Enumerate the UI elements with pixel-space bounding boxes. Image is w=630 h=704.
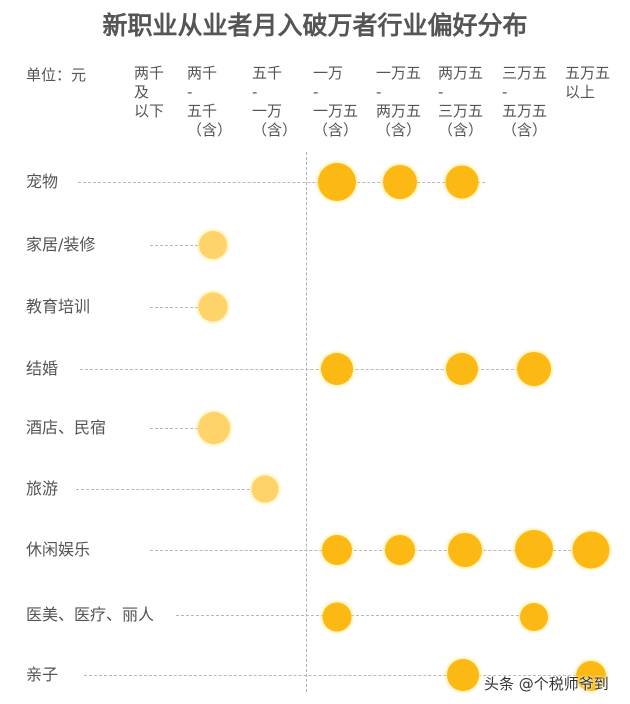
row-guide-line — [80, 369, 534, 370]
data-bubble — [448, 533, 482, 567]
row-guide-line — [150, 550, 591, 551]
data-bubble — [446, 353, 478, 385]
row-guide-line — [150, 428, 213, 429]
row-label: 旅游 — [26, 479, 59, 498]
row-label: 酒店、民宿 — [26, 418, 107, 437]
row-guide-line — [84, 675, 591, 676]
row-label: 结婚 — [26, 359, 59, 378]
column-header: 三万五 - 五万五 （含） — [502, 64, 548, 139]
unit-label: 单位：元 — [26, 66, 87, 84]
ten-thousand-divider-line — [306, 152, 307, 692]
column-header: 五千 - 一万 （含） — [252, 64, 298, 139]
data-bubble — [385, 535, 415, 565]
chart-title: 新职业从业者月入破万者行业偏好分布 — [102, 11, 528, 40]
row-guide-line — [150, 245, 213, 246]
column-header: 一万五 - 两万五 （含） — [376, 64, 422, 139]
data-bubble — [520, 603, 548, 631]
data-bubble — [318, 163, 356, 201]
data-bubble — [576, 661, 606, 691]
data-bubble — [515, 530, 553, 568]
column-header: 两千 - 五千 （含） — [187, 64, 233, 139]
data-bubble — [572, 531, 610, 569]
column-header: 两万五 - 三万五 （含） — [438, 64, 484, 139]
data-bubble — [517, 352, 551, 386]
row-guide-line — [176, 615, 534, 616]
row-label: 休闲娱乐 — [26, 540, 91, 559]
row-guide-line — [150, 307, 213, 308]
data-bubble — [251, 475, 279, 503]
column-header: 五万五 以上 — [565, 64, 611, 101]
row-label: 医美、医疗、丽人 — [26, 605, 155, 624]
data-bubble — [322, 602, 352, 632]
data-bubble — [322, 535, 352, 565]
row-label: 宠物 — [26, 172, 59, 191]
row-guide-line — [76, 489, 265, 490]
data-bubble — [198, 292, 228, 322]
data-bubble — [321, 353, 353, 385]
row-label: 亲子 — [26, 665, 59, 684]
watermark: 头条 @个税师爷到 — [484, 675, 609, 693]
column-header: 一万 - 一万五 （含） — [313, 64, 359, 139]
data-bubble — [447, 659, 479, 691]
row-label: 教育培训 — [26, 297, 91, 316]
data-bubble — [199, 231, 227, 259]
data-bubble — [445, 165, 479, 199]
row-guide-line — [78, 182, 485, 183]
column-header: 两千 及 以下 — [134, 64, 165, 120]
data-bubble — [383, 165, 417, 199]
data-bubble — [198, 412, 230, 444]
row-label: 家居/装修 — [26, 235, 96, 254]
